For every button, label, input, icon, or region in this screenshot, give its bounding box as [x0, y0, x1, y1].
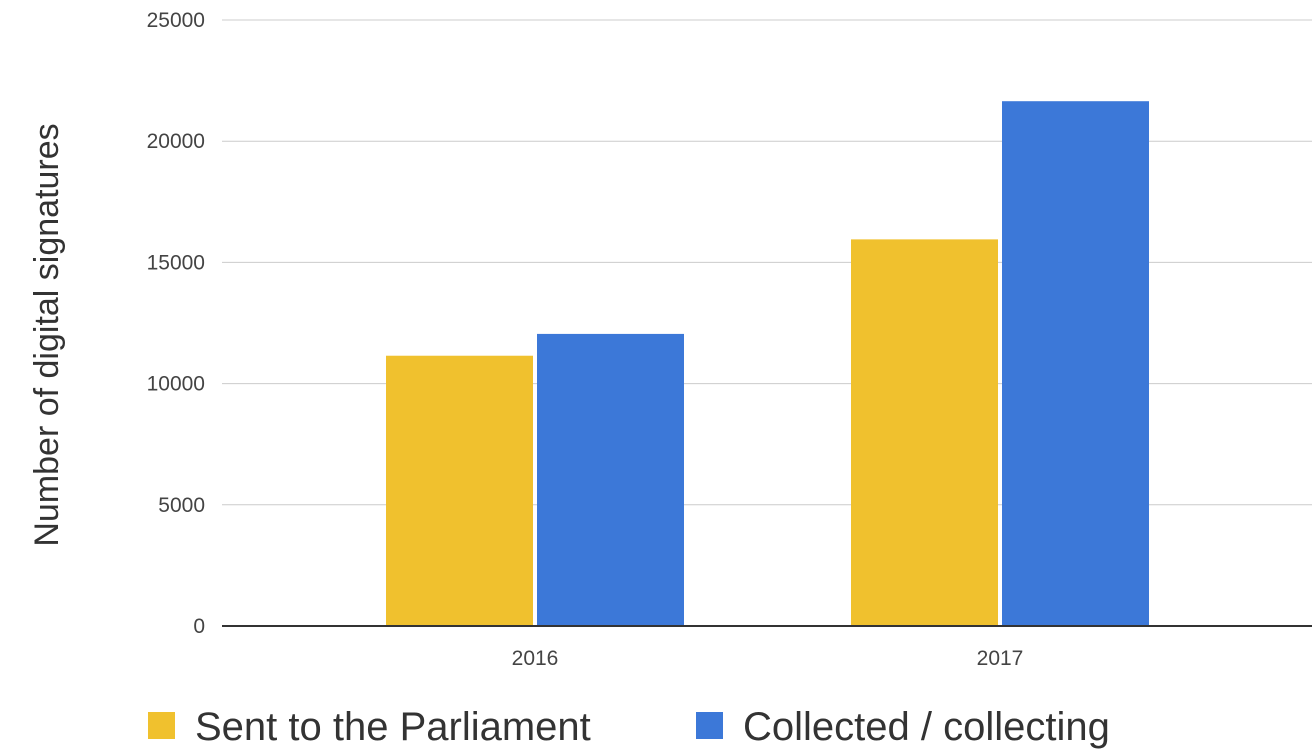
y-tick-label: 25000	[147, 9, 205, 32]
x-tick-label: 2017	[977, 647, 1024, 670]
bar-sent-to-the-parliament-2016	[386, 355, 533, 626]
x-tick-label: 2016	[512, 647, 559, 670]
y-axis-ticks: 0 5000 10000 15000 20000 25000	[147, 9, 205, 638]
bar-sent-to-the-parliament-2017	[851, 239, 998, 626]
y-axis-label: Number of digital signatures	[28, 123, 66, 546]
bar-collected-collecting-2016	[537, 333, 684, 626]
legend-swatch	[696, 712, 723, 739]
y-tick-label: 0	[193, 615, 205, 638]
x-axis-ticks: 2016 2017	[512, 647, 1024, 670]
y-tick-label: 20000	[147, 130, 205, 153]
y-tick-label: 5000	[158, 494, 205, 517]
legend-label: Collected / collecting	[743, 705, 1110, 749]
legend-label: Sent to the Parliament	[195, 705, 591, 749]
y-tick-label: 10000	[147, 373, 205, 396]
y-tick-label: 15000	[147, 251, 205, 274]
legend: Sent to the Parliament Collected / collec…	[148, 705, 1110, 749]
legend-swatch	[148, 712, 175, 739]
bar-collected-collecting-2017	[1002, 101, 1149, 627]
bars	[386, 101, 1149, 627]
